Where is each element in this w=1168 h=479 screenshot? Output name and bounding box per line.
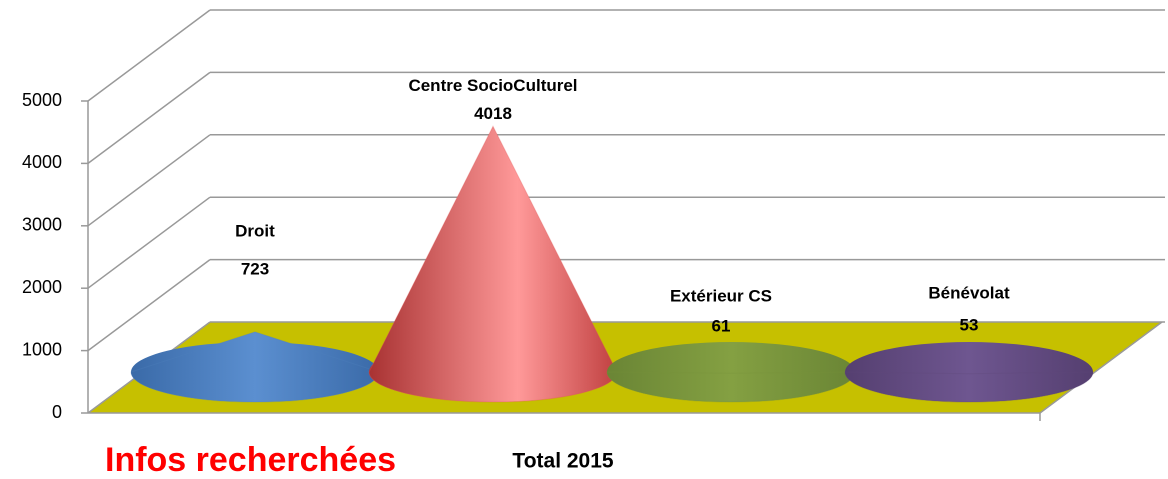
data-label-name: Extérieur CS: [670, 286, 772, 305]
y-tick-label: 3000: [22, 215, 62, 235]
grid-line-side: [87, 134, 211, 227]
grid-line-side: [87, 196, 211, 289]
chart-title: Infos recherchées: [105, 441, 396, 479]
x-axis-label: Total 2015: [512, 450, 613, 473]
y-tick-label: 4000: [22, 152, 62, 172]
data-label-value: 723: [241, 259, 269, 278]
floor-edge: [1039, 321, 1163, 414]
data-label-value: 53: [960, 315, 979, 334]
cone: [606, 371, 856, 403]
marks: Droit 723 Centre SocioCulturel 4018 Extérieu…: [130, 76, 1094, 403]
y-tick-label: 0: [52, 402, 62, 422]
data-label-name: Centre SocioCulturel: [408, 76, 577, 95]
data-label-name: Droit: [235, 221, 275, 240]
y-tick-label: 5000: [22, 90, 62, 110]
data-label-name: Bénévolat: [928, 283, 1010, 302]
cone: [130, 331, 380, 403]
data-label-value: 4018: [474, 104, 512, 123]
grid-line-side: [87, 9, 211, 102]
grid-line-side: [87, 258, 211, 352]
data-label-value: 61: [712, 316, 731, 335]
grid-line-side: [87, 71, 211, 165]
cone: [844, 371, 1094, 403]
cone: [368, 125, 618, 403]
y-tick-label: 1000: [22, 339, 62, 359]
y-tick-label: 2000: [22, 277, 62, 297]
